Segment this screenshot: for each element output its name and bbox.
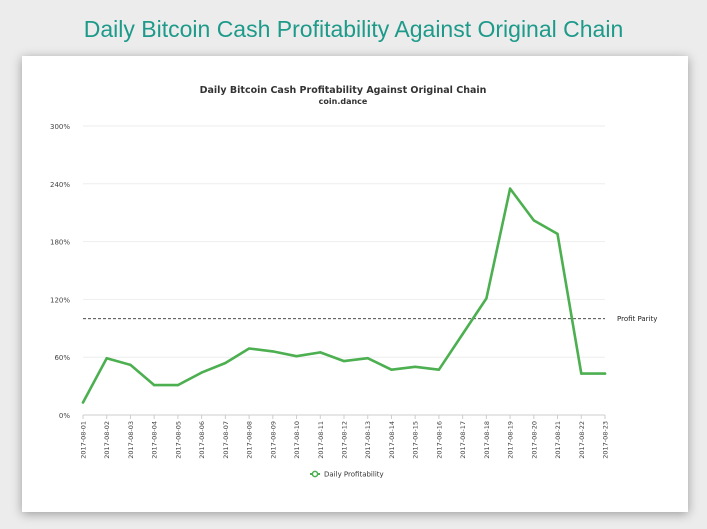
data-point <box>247 347 251 350</box>
series-line <box>81 187 607 404</box>
data-point <box>603 372 607 375</box>
grid-lines <box>83 125 605 416</box>
x-tick-label: 2017-08-11 <box>317 421 325 459</box>
y-tick-label: 300% <box>50 123 70 131</box>
page-title: Daily Bitcoin Cash Profitability Against… <box>83 16 624 42</box>
y-axis-ticks: 0% 60% 120% 180% 240% 300% <box>50 123 70 420</box>
data-point <box>176 383 180 387</box>
profit-parity-reference: Profit Parity <box>83 315 657 323</box>
data-point <box>556 232 559 236</box>
y-tick-label: 180% <box>50 239 70 247</box>
data-point <box>224 361 227 365</box>
y-tick-label: 60% <box>54 354 70 362</box>
data-point <box>342 359 346 363</box>
series-daily-profitability <box>81 187 607 404</box>
data-point <box>81 401 85 404</box>
data-point <box>532 219 536 222</box>
data-point <box>390 368 393 371</box>
data-point <box>105 356 108 360</box>
x-tick-label: 2017-08-07 <box>222 421 230 459</box>
chart-legend[interactable]: Daily Profitability <box>310 471 384 479</box>
y-tick-label: 0% <box>59 412 70 420</box>
chart-subtitle: coin.dance <box>319 97 368 106</box>
line-chart: Daily Bitcoin Cash Profitability Against… <box>50 85 657 479</box>
data-point <box>200 371 203 374</box>
data-point <box>508 187 512 190</box>
y-tick-label: 240% <box>50 181 70 189</box>
x-tick-label: 2017-08-06 <box>198 421 206 459</box>
x-tick-label: 2017-08-03 <box>127 421 135 459</box>
data-point <box>271 350 275 353</box>
x-tick-label: 2017-08-10 <box>293 421 301 459</box>
data-point <box>461 332 464 336</box>
profit-parity-label: Profit Parity <box>617 315 657 323</box>
x-tick-label: 2017-08-19 <box>507 421 515 459</box>
x-tick-label: 2017-08-16 <box>435 421 443 459</box>
x-axis-ticks: 2017-08-01 2017-08-02 2017-08-03 2017-08-04… <box>80 415 610 459</box>
x-tick-label: 2017-08-02 <box>103 421 111 459</box>
chart-title: Daily Bitcoin Cash Profitability Against… <box>200 85 487 96</box>
x-tick-label: 2017-08-05 <box>174 421 182 459</box>
x-tick-label: 2017-08-12 <box>341 421 349 459</box>
x-tick-label: 2017-08-17 <box>459 421 467 459</box>
data-point <box>437 368 441 371</box>
x-tick-label: 2017-08-09 <box>269 421 277 459</box>
data-point <box>485 297 488 300</box>
x-tick-label: 2017-08-01 <box>80 421 88 459</box>
x-tick-label: 2017-08-22 <box>578 421 586 459</box>
data-point <box>366 356 369 360</box>
x-tick-label: 2017-08-13 <box>364 421 372 459</box>
x-tick-label: 2017-08-14 <box>388 421 396 459</box>
x-tick-label: 2017-08-18 <box>483 421 491 459</box>
x-tick-label: 2017-08-08 <box>246 421 254 459</box>
x-tick-label: 2017-08-23 <box>602 421 610 459</box>
legend-label: Daily Profitability <box>324 471 384 479</box>
x-tick-label: 2017-08-15 <box>412 421 420 459</box>
x-tick-label: 2017-08-04 <box>151 421 159 459</box>
legend-marker-icon <box>311 470 319 478</box>
data-point <box>580 372 583 375</box>
x-tick-label: 2017-08-21 <box>554 421 562 459</box>
x-tick-label: 2017-08-20 <box>530 421 538 459</box>
data-point <box>152 383 156 387</box>
data-point <box>319 351 322 354</box>
data-point <box>129 363 132 367</box>
data-point <box>413 365 417 369</box>
data-point <box>295 355 298 358</box>
y-tick-label: 120% <box>50 296 70 304</box>
chart-card: Daily Bitcoin Cash Profitability Against… <box>22 56 688 512</box>
